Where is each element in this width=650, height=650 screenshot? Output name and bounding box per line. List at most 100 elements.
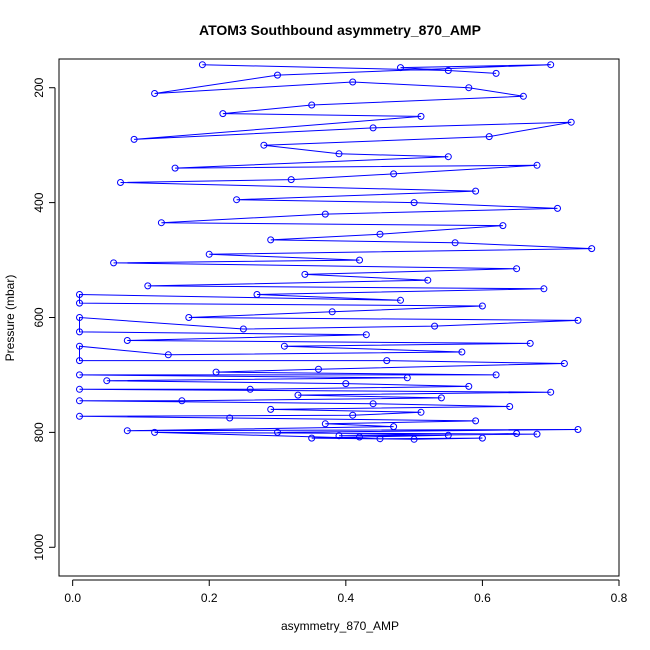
data-point <box>76 314 83 321</box>
data-point <box>506 403 514 410</box>
y-tick-label: 800 <box>32 422 46 442</box>
data-point <box>76 357 83 365</box>
data-point <box>410 435 418 443</box>
data-point <box>547 61 555 69</box>
data-point <box>123 427 131 435</box>
data-point <box>574 426 582 433</box>
data-point <box>485 133 493 141</box>
data-point <box>499 222 507 230</box>
data-point <box>397 296 404 304</box>
data-point <box>444 67 452 74</box>
data-point <box>130 135 138 143</box>
data-point <box>356 433 363 441</box>
y-tick-label: 200 <box>32 77 46 97</box>
data-point <box>110 259 118 267</box>
plot-frame <box>58 58 620 577</box>
data-point <box>547 388 555 396</box>
y-tick-label: 1000 <box>32 534 46 561</box>
y-axis: 200 400 600 800 1000 <box>32 77 56 561</box>
data-point <box>465 382 473 390</box>
data-point <box>383 357 391 365</box>
data-point <box>574 316 582 324</box>
series-line <box>79 64 592 440</box>
data-point <box>294 391 302 399</box>
data-point <box>376 435 384 443</box>
x-axis: 0.0 0.2 0.4 0.6 0.8 <box>64 579 628 605</box>
x-tick-label: 0.2 <box>201 591 218 605</box>
data-point <box>335 150 343 158</box>
x-tick-label: 0.8 <box>611 591 628 605</box>
data-point <box>267 405 275 413</box>
data-point <box>560 360 568 367</box>
data-point <box>212 368 220 376</box>
data-point <box>478 434 486 442</box>
data-point <box>540 285 548 293</box>
data-point <box>362 331 370 339</box>
data-point <box>328 308 336 316</box>
data-point <box>451 239 459 247</box>
data-point <box>76 328 83 336</box>
data-point <box>315 365 322 373</box>
data-point <box>403 374 411 382</box>
data-point <box>437 394 445 402</box>
data-point <box>417 408 425 416</box>
data-point <box>157 219 165 227</box>
data-point <box>444 431 452 439</box>
data-point <box>417 112 425 120</box>
data-point <box>219 110 227 118</box>
data-point <box>478 302 486 310</box>
series-layer <box>76 61 596 443</box>
data-point <box>76 371 83 379</box>
data-point <box>267 236 275 244</box>
data-point <box>280 342 288 350</box>
data-point <box>76 397 83 405</box>
data-point <box>76 342 83 350</box>
data-point <box>567 118 575 126</box>
data-point <box>376 230 384 238</box>
data-point <box>253 291 261 298</box>
data-point <box>533 161 541 169</box>
data-point <box>533 430 541 438</box>
data-point <box>308 101 316 109</box>
data-point <box>492 371 500 379</box>
data-point <box>492 69 500 77</box>
data-point <box>321 210 329 218</box>
data-point <box>164 351 172 359</box>
x-tick-label: 0.6 <box>474 591 491 605</box>
data-point <box>513 430 521 437</box>
data-point <box>151 90 159 97</box>
data-point <box>198 61 206 69</box>
data-point <box>178 397 186 405</box>
data-point <box>554 204 561 212</box>
data-point <box>369 124 377 132</box>
data-point <box>185 314 193 321</box>
data-point <box>76 299 83 307</box>
plot-area <box>58 58 620 577</box>
data-point <box>335 432 343 440</box>
data-point <box>472 417 480 425</box>
data-point <box>369 400 377 408</box>
data-point <box>431 322 439 330</box>
data-point <box>76 291 83 298</box>
data-point <box>390 423 398 431</box>
data-point <box>76 385 83 393</box>
data-point <box>390 170 398 178</box>
data-point <box>103 377 111 385</box>
data-point <box>321 420 329 428</box>
data-point <box>117 179 124 186</box>
data-point <box>588 245 596 253</box>
data-point <box>465 84 473 92</box>
data-point <box>519 92 527 100</box>
data-point <box>287 176 295 184</box>
data-point <box>397 64 404 72</box>
y-tick-label: 600 <box>32 307 46 327</box>
data-point <box>171 164 179 172</box>
data-point <box>274 71 281 79</box>
data-point <box>226 414 234 422</box>
data-point <box>458 348 466 356</box>
data-point <box>342 380 350 388</box>
x-tick-label: 0.4 <box>337 591 354 605</box>
data-point <box>246 385 254 393</box>
data-point <box>349 78 357 86</box>
